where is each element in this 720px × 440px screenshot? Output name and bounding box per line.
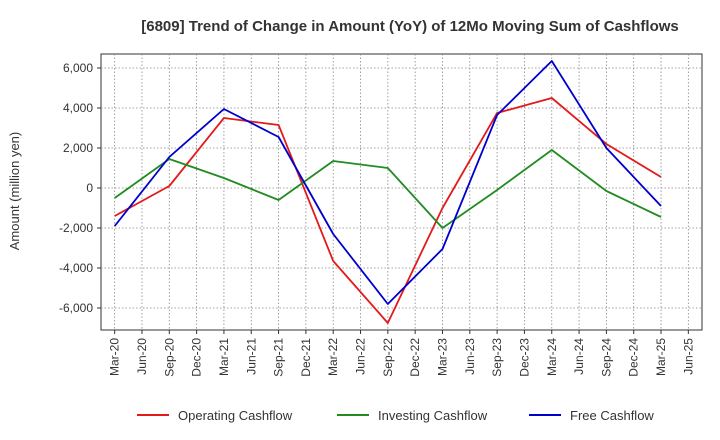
x-tick-label: Jun-24 [572,338,586,375]
y-tick-label: -4,000 [59,261,93,275]
y-tick-label: -6,000 [59,301,93,315]
x-tick-label: Dec-23 [517,338,531,377]
x-tick-label: Dec-24 [627,338,641,377]
y-axis: 6,000 4,000 2,000 0 -2,000 -4,000 -6,000 [59,61,101,315]
x-tick-label: Mar-21 [217,338,231,376]
x-tick-label: Sep-23 [490,338,504,377]
y-tick-label: 4,000 [63,101,93,115]
x-tick-label: Sep-24 [599,338,613,377]
x-tick-label: Jun-21 [244,338,258,375]
y-tick-label: -2,000 [59,221,93,235]
x-tick-label: Mar-25 [654,338,668,376]
x-tick-label: Jun-23 [463,338,477,375]
x-tick-label: Mar-20 [108,338,122,376]
x-tick-label: Sep-20 [162,338,176,377]
x-tick-label: Sep-22 [381,338,395,377]
x-axis: Mar-20 Jun-20 Sep-20 Dec-20 Mar-21 Jun-21 Sep-… [108,330,695,377]
x-tick-label: Dec-22 [408,338,422,377]
y-tick-label: 0 [86,181,93,195]
legend: Operating Cashflow Investing Cashflow Free… [137,408,654,423]
x-tick-label: Jun-25 [681,338,695,375]
legend-label: Free Cashflow [570,408,654,423]
x-tick-label: Jun-20 [135,338,149,375]
x-tick-label: Jun-22 [354,338,368,375]
y-tick-label: 2,000 [63,141,93,155]
x-tick-label: Dec-21 [299,338,313,377]
series-line [114,149,662,229]
series-line [114,97,662,324]
x-tick-label: Mar-23 [435,338,449,376]
x-tick-label: Sep-21 [272,338,286,377]
series-line [113,60,662,305]
plot-area [100,53,703,331]
chart-title: [6809] Trend of Change in Amount (YoY) o… [141,18,679,35]
x-tick-label: Mar-24 [545,338,559,376]
legend-label: Investing Cashflow [378,408,488,423]
y-tick-label: 6,000 [63,61,93,75]
y-axis-label: Amount (million yen) [7,132,22,251]
legend-label: Operating Cashflow [178,408,293,423]
series-lines [113,60,662,324]
x-tick-label: Mar-22 [326,338,340,376]
x-tick-label: Dec-20 [190,338,204,377]
